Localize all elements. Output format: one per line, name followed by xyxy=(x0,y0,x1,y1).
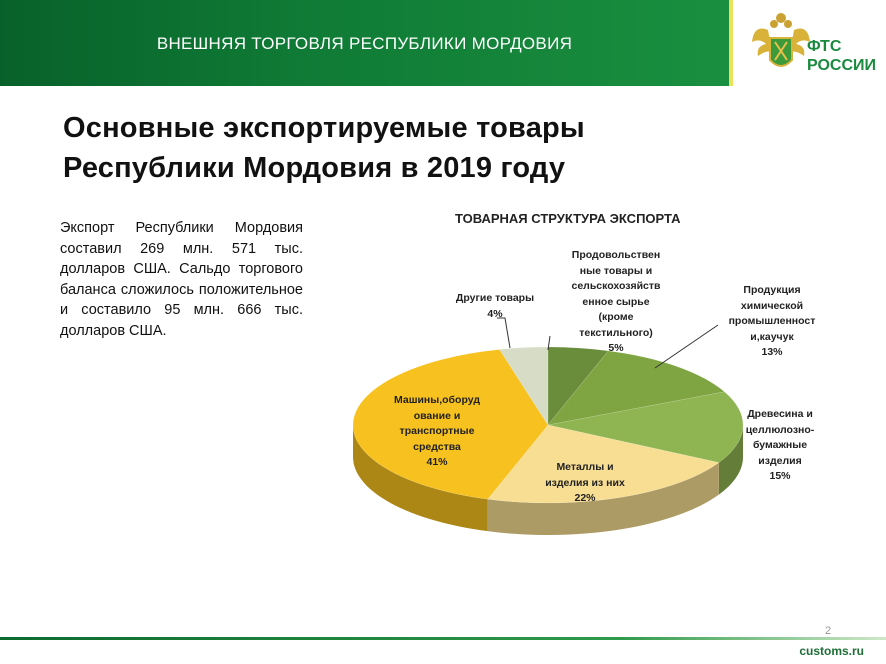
label-machinery: Машины,оборуд ование и транспортные средств… xyxy=(382,393,492,471)
label-line: и,каучук xyxy=(750,330,794,343)
pie-side-3 xyxy=(487,462,719,535)
label-line: 15% xyxy=(769,470,791,482)
label-line: текстильного) xyxy=(579,326,653,339)
pie-slice-3 xyxy=(487,424,720,504)
label-line: ные товары и xyxy=(579,264,653,277)
label-line: 5% xyxy=(608,342,624,354)
leader-line-0 xyxy=(547,335,551,351)
label-line: транспортные xyxy=(399,425,475,437)
leader-line-1 xyxy=(654,324,719,369)
label-line: сельскохозяйств xyxy=(571,280,661,292)
header-title: ВНЕШНЯЯ ТОРГОВЛЯ РЕСПУБЛИКИ МОРДОВИЯ xyxy=(156,34,573,53)
label-other: Другие товары 4% xyxy=(445,291,545,322)
pie-slice-1 xyxy=(547,350,726,426)
label-line: 41% xyxy=(426,456,448,468)
site-link[interactable]: customs.ru xyxy=(799,644,864,658)
logo-text: ФТС РОССИИ xyxy=(807,38,877,74)
label-line: Продовольствен xyxy=(571,249,661,261)
label-line: изделия xyxy=(758,454,802,467)
label-line: Машины,оборуд xyxy=(394,394,480,406)
label-line: изделия из них xyxy=(545,476,625,489)
pie-slice-2 xyxy=(547,391,744,463)
label-line: ование и xyxy=(413,409,461,422)
description-text: Экспорт Республики Мордовия составил 269… xyxy=(60,220,303,339)
header-stripe xyxy=(729,0,733,86)
label-chemicals: Продукция химической промышленност и,каучук… xyxy=(722,283,822,361)
label-line: химической xyxy=(740,299,804,312)
label-line: 22% xyxy=(574,492,596,504)
leader-line-2 xyxy=(497,317,511,349)
emblem-icon xyxy=(752,13,810,67)
label-line: енное сырье xyxy=(582,295,650,308)
label-wood: Древесина и целлюлозно-бумажные изделия 15% xyxy=(735,407,825,485)
label-line: 13% xyxy=(761,346,783,358)
footer-line xyxy=(0,637,886,640)
label-line: (кроме xyxy=(598,311,634,323)
page-title: Основные экспортируемые товары Республики… xyxy=(63,112,585,184)
chart-title: ТОВАРНАЯ СТРУКТУРА ЭКСПОРТА xyxy=(455,211,681,226)
pie-slice-4 xyxy=(352,349,549,500)
label-line: Металлы и xyxy=(556,461,614,473)
label-food: Продовольствен ные товары и сельскохозяйст… xyxy=(562,248,670,357)
label-line: Древесина и xyxy=(747,408,813,420)
label-metals: Металлы и изделия из них 22% xyxy=(530,460,640,507)
label-line: 4% xyxy=(487,307,503,320)
header-bar xyxy=(0,0,729,86)
label-line: промышленност xyxy=(728,315,816,327)
page-number: 2 xyxy=(825,625,832,637)
label-line: бумажные xyxy=(752,439,808,451)
label-line: Другие товары xyxy=(455,292,535,304)
label-line: Продукция xyxy=(743,284,801,296)
pie-side-4 xyxy=(353,425,488,532)
label-line: средства xyxy=(413,440,461,453)
pie-side-2 xyxy=(718,425,743,495)
label-line: целлюлозно- xyxy=(745,423,815,436)
